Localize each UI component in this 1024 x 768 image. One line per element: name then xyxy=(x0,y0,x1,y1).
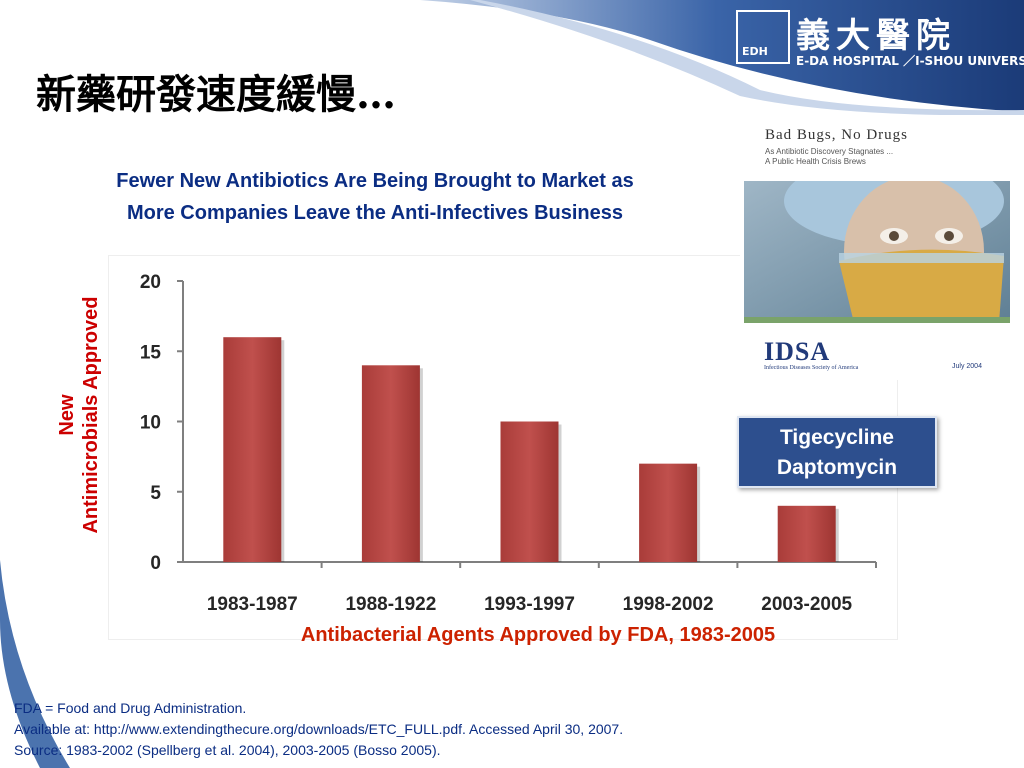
footnote-2: Available at: http://www.extendingthecur… xyxy=(14,721,624,737)
y-tick-label: 20 xyxy=(140,272,161,293)
x-axis-caption: Antibacterial Agents Approved by FDA, 19… xyxy=(300,624,776,646)
y-tick-label: 5 xyxy=(150,483,161,504)
x-tick-label: 1993-1997 xyxy=(484,594,575,615)
cover-org: IDSA xyxy=(764,337,831,366)
subtitle-line-1: Fewer New Antibiotics Are Being Brought … xyxy=(116,170,634,192)
drug-name-1: Tigecycline xyxy=(779,426,894,449)
slide-title: 新藥研發速度緩慢… xyxy=(36,71,396,118)
y-tick-label: 0 xyxy=(150,553,161,574)
y-tick-label: 10 xyxy=(140,413,161,434)
y-axis-label: New Antimicrobials Approved xyxy=(55,255,103,575)
footnote-3: Source: 1983-2002 (Spellberg et al. 2004… xyxy=(14,742,441,758)
chart-subtitle: Fewer New Antibiotics Are Being Brought … xyxy=(30,165,720,229)
bar xyxy=(777,505,836,562)
x-tick-label: 1983-1987 xyxy=(207,594,298,615)
bar xyxy=(500,421,559,562)
bar-chart: 0 5 10 15 20 1983-1987 1988-1922 1993-1997 1998-… xyxy=(140,272,877,615)
footnotes: FDA = Food and Drug Administration. Avai… xyxy=(14,698,623,761)
logo-mark-icon: EDH xyxy=(736,10,790,64)
drug-callout-box: Tigecycline Daptomycin xyxy=(737,416,937,488)
y-tick-label: 15 xyxy=(140,342,162,363)
cover-date: July 2004 xyxy=(952,363,982,370)
y-axis-label-line-2: Antimicrobials Approved xyxy=(80,296,102,534)
cover-subtitle-1: As Antibiotic Discovery Stagnates ... xyxy=(765,147,894,156)
logo-name-cn: 義大醫院 xyxy=(796,16,956,56)
y-axis-label-line-1: New xyxy=(56,394,78,436)
cover-subtitle-2: A Public Health Crisis Brews xyxy=(765,157,866,166)
x-tick-label: 1988-1922 xyxy=(345,594,436,615)
bar xyxy=(361,365,420,562)
logo-name-en: E-DA HOSPITAL ／I-SHOU UNIVERSITY xyxy=(796,54,1024,68)
drug-name-2: Daptomycin xyxy=(776,456,898,479)
cover-org-full: Infectious Diseases Society of America xyxy=(764,365,859,371)
report-cover-image: Bad Bugs, No Drugs As Antibiotic Discove… xyxy=(740,115,1010,380)
subtitle-line-2: More Companies Leave the Anti-Infectives… xyxy=(126,202,624,224)
header-band xyxy=(0,0,1024,115)
masked-surgeon-photo xyxy=(744,181,1010,323)
hospital-logo: EDH 義大醫院 E-DA HOSPITAL ／I-SHOU UNIVERSIT… xyxy=(732,6,1024,76)
bar xyxy=(223,337,282,562)
cover-title: Bad Bugs, No Drugs xyxy=(765,127,909,143)
left-swoosh xyxy=(0,560,70,768)
bar xyxy=(639,463,698,562)
x-tick-label: 2003-2005 xyxy=(761,594,852,615)
x-tick-label: 1998-2002 xyxy=(623,594,714,615)
footnote-1: FDA = Food and Drug Administration. xyxy=(14,700,247,716)
